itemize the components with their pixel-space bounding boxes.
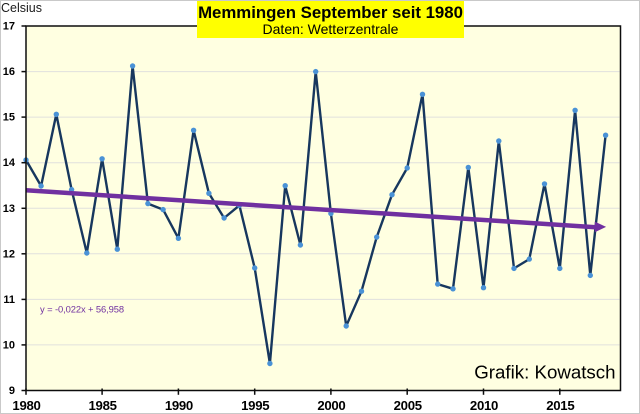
svg-text:Grafik: Kowatsch: Grafik: Kowatsch bbox=[474, 362, 615, 383]
svg-text:16: 16 bbox=[3, 66, 15, 78]
svg-text:11: 11 bbox=[3, 294, 15, 306]
svg-text:2010: 2010 bbox=[470, 398, 498, 413]
svg-text:2005: 2005 bbox=[394, 398, 422, 413]
svg-text:1990: 1990 bbox=[165, 398, 193, 413]
svg-text:12: 12 bbox=[3, 248, 15, 260]
svg-text:10: 10 bbox=[3, 339, 15, 351]
svg-text:1995: 1995 bbox=[241, 398, 269, 413]
svg-text:1980: 1980 bbox=[12, 398, 40, 413]
svg-text:1985: 1985 bbox=[89, 398, 117, 413]
svg-text:17: 17 bbox=[3, 21, 15, 33]
svg-text:y = -0,022x + 56,958: y = -0,022x + 56,958 bbox=[40, 304, 124, 315]
svg-text:2000: 2000 bbox=[317, 398, 345, 413]
svg-text:15: 15 bbox=[3, 112, 15, 124]
svg-text:14: 14 bbox=[3, 157, 16, 169]
svg-text:13: 13 bbox=[3, 203, 15, 215]
svg-text:2015: 2015 bbox=[546, 398, 574, 413]
svg-text:Celsius: Celsius bbox=[1, 1, 42, 15]
svg-text:9: 9 bbox=[9, 385, 15, 397]
